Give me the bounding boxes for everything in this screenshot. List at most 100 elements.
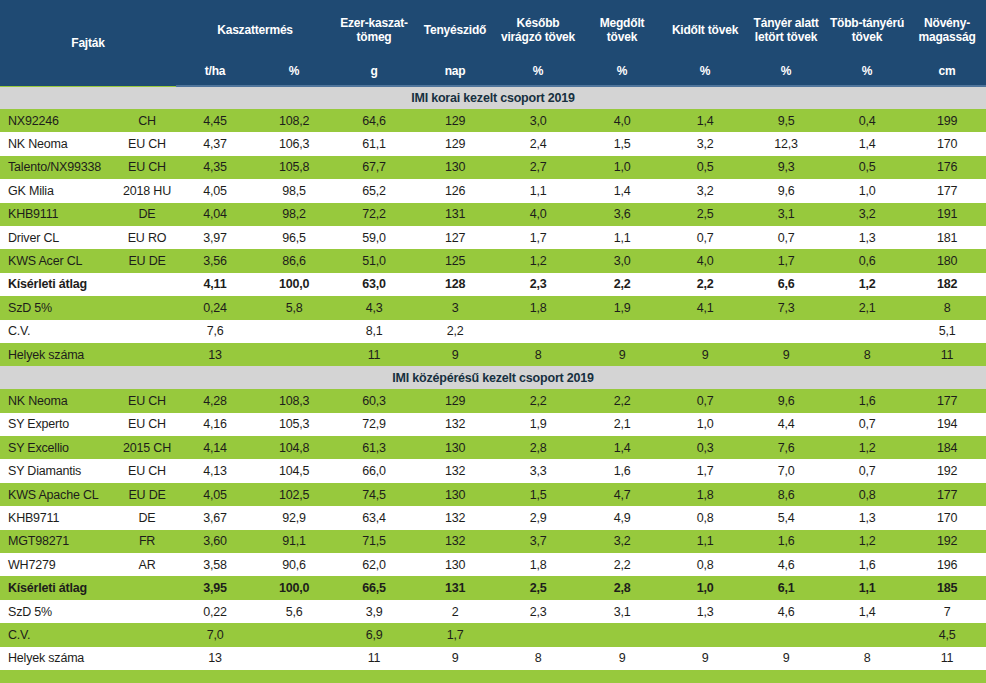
cell-value: 60,3	[334, 389, 414, 412]
cell-origin: 2018 HU	[118, 179, 176, 202]
cell-value: 129	[414, 109, 496, 132]
cell-value: 4,35	[176, 156, 254, 179]
cell-value: 1,9	[496, 413, 580, 436]
cell-value: 177	[908, 389, 986, 412]
cell-value: 2	[414, 600, 496, 623]
cell-value: 3,2	[580, 530, 664, 553]
cell-value: 4,37	[176, 132, 254, 155]
cell-origin: EU CH	[118, 156, 176, 179]
cell-value: 2,5	[496, 576, 580, 599]
cell-value: 72,9	[334, 413, 414, 436]
cell-value: 4,04	[176, 203, 254, 226]
cell-value: 3,67	[176, 506, 254, 529]
cell-value: 1,2	[826, 436, 908, 459]
cell-value: 170	[908, 506, 986, 529]
cell-origin: DE	[118, 203, 176, 226]
cell-origin: EU CH	[118, 459, 176, 482]
cell-value: 9,6	[746, 179, 826, 202]
cell-value: 1,6	[826, 553, 908, 576]
cell-value: 1,5	[496, 483, 580, 506]
cell-value: 6,9	[334, 623, 414, 646]
cell-value: 74,5	[334, 483, 414, 506]
cell-variety-name: SzD 5%	[0, 600, 118, 623]
cell-value: 0,8	[664, 506, 746, 529]
cell-value: 1,4	[580, 436, 664, 459]
cell-value: 129	[414, 132, 496, 155]
cell-variety-name: C.V.	[0, 623, 118, 646]
cell-value: 9	[414, 647, 496, 670]
cell-value: 181	[908, 226, 986, 249]
cell-value: 4,45	[176, 109, 254, 132]
cell-value: 0,7	[746, 226, 826, 249]
cell-variety-name: Helyek száma	[0, 343, 118, 366]
cell-value: 196	[908, 553, 986, 576]
cell-origin	[118, 273, 176, 296]
cell-value: 1,1	[496, 179, 580, 202]
cell-value: 71,5	[334, 530, 414, 553]
cell-value: 5,6	[254, 600, 334, 623]
cell-value: 9	[580, 647, 664, 670]
cell-origin	[118, 320, 176, 343]
cell-value: 4,5	[908, 623, 986, 646]
cell-value: 3,95	[176, 576, 254, 599]
cell-variety-name: NK Neoma	[0, 389, 118, 412]
cell-value: 1,7	[746, 249, 826, 272]
section-title: IMI korai kezelt csoport 2019	[0, 86, 986, 109]
cell-value: 2,2	[580, 389, 664, 412]
cell-value: 86,6	[254, 249, 334, 272]
cell-value	[746, 623, 826, 646]
cell-origin: EU DE	[118, 483, 176, 506]
cell-value: 7,3	[746, 296, 826, 319]
cell-value: 105,8	[254, 156, 334, 179]
cell-value: 4,28	[176, 389, 254, 412]
variety-trial-page: Fajták Kaszattermés Ezer-kaszat-tömeg Te…	[0, 0, 986, 683]
cell-value: 8	[826, 343, 908, 366]
table-row: WH7279AR3,5890,662,01301,82,20,84,61,619…	[0, 553, 986, 576]
cell-value: 4,9	[580, 506, 664, 529]
cell-value: 0,3	[664, 436, 746, 459]
table-row: Talento/NX99338EU CH4,35105,867,71302,71…	[0, 156, 986, 179]
section-title-row: IMI korai kezelt csoport 2019	[0, 86, 986, 109]
cell-value: 127	[414, 226, 496, 249]
table-row: C.V.7,68,12,25,1	[0, 320, 986, 343]
cell-variety-name: KHB9111	[0, 203, 118, 226]
cell-value: 4,1	[664, 296, 746, 319]
cell-value: 104,5	[254, 459, 334, 482]
table-row: Driver CLEU RO3,9796,559,01271,71,10,70,…	[0, 226, 986, 249]
cell-origin	[118, 576, 176, 599]
cell-value: 132	[414, 506, 496, 529]
cell-value: 1,7	[414, 623, 496, 646]
cell-value	[580, 623, 664, 646]
cell-value: 0,24	[176, 296, 254, 319]
cell-value: 177	[908, 179, 986, 202]
table-row: GK Milia2018 HU4,0598,565,21261,11,43,29…	[0, 179, 986, 202]
cell-value: 4,14	[176, 436, 254, 459]
unit-cm: cm	[908, 60, 986, 86]
cell-variety-name: KWS Apache CL	[0, 483, 118, 506]
table-row: KWS Acer CLEU DE3,5686,651,01251,23,04,0…	[0, 249, 986, 272]
cell-value	[254, 623, 334, 646]
cell-value: 3,3	[496, 459, 580, 482]
cell-value: 4,6	[746, 600, 826, 623]
cell-value: 4,0	[496, 203, 580, 226]
table-row: SY ExpertoEU CH4,16105,372,91321,92,11,0…	[0, 413, 986, 436]
cell-variety-name: NK Neoma	[0, 132, 118, 155]
cell-value: 90,6	[254, 553, 334, 576]
cell-origin: AR	[118, 553, 176, 576]
cell-value: 4,3	[334, 296, 414, 319]
cell-value: 5,8	[254, 296, 334, 319]
cell-value: 98,2	[254, 203, 334, 226]
cell-value: 0,8	[826, 483, 908, 506]
cell-value	[254, 320, 334, 343]
cell-value: 100,0	[254, 273, 334, 296]
cell-value: 130	[414, 156, 496, 179]
cell-value: 129	[414, 389, 496, 412]
cell-variety-name: GK Milia	[0, 179, 118, 202]
cell-variety-name: WH7279	[0, 553, 118, 576]
cell-value: 170	[908, 132, 986, 155]
cell-value: 13	[176, 647, 254, 670]
cell-value: 9,5	[746, 109, 826, 132]
cell-value: 2,2	[496, 389, 580, 412]
cell-value: 2,7	[496, 156, 580, 179]
cell-value: 1,0	[826, 179, 908, 202]
